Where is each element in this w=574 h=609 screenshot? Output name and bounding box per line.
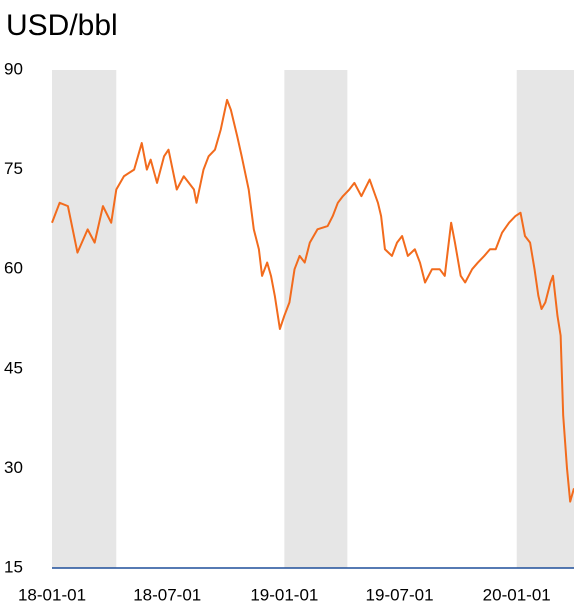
y-tick-label: 45	[4, 358, 23, 377]
y-tick-label: 30	[4, 458, 23, 477]
x-tick-label: 20-01-01	[483, 585, 551, 604]
x-tick-label: 18-07-01	[133, 585, 201, 604]
price-line	[51, 98, 574, 503]
x-tick-label: 19-01-01	[250, 585, 318, 604]
shaded-range	[284, 70, 348, 568]
shaded-range	[516, 70, 574, 568]
x-tick-label: 18-01-01	[18, 585, 86, 604]
shaded-range	[52, 70, 117, 568]
y-tick-label: 90	[4, 59, 23, 78]
x-tick-label: 19-07-01	[366, 585, 434, 604]
y-tick-label: 75	[4, 159, 23, 178]
chart-title: USD/bbl	[6, 9, 118, 42]
y-tick-label: 15	[4, 557, 23, 576]
y-tick-label: 60	[4, 259, 23, 278]
